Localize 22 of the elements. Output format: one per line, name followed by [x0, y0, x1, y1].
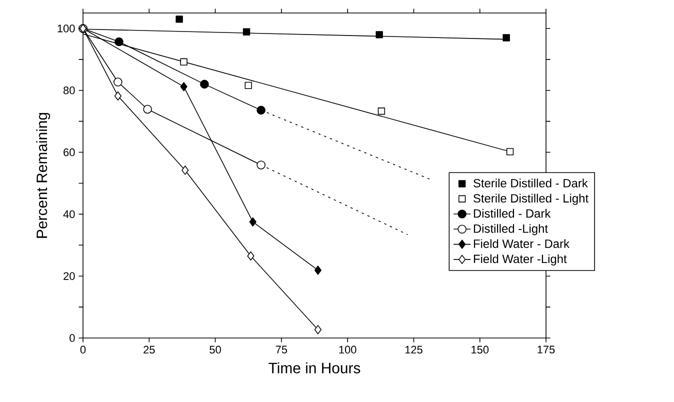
y-tick-label: 100	[58, 24, 75, 32]
legend-label: Sterile Distilled - Dark	[474, 178, 588, 188]
legend-label: Field Water -Light	[474, 254, 567, 266]
y-tick-label: 60	[64, 148, 75, 156]
y-tick-label: 0	[70, 334, 75, 342]
legend-label: Distilled - Dark	[474, 208, 551, 218]
x-tick-label: 50	[210, 346, 221, 354]
y-tick-label: 40	[63, 210, 75, 218]
x-tick-label: 100	[339, 346, 356, 354]
y-tick-label: 80	[64, 86, 75, 94]
x-tick-label: 150	[472, 346, 489, 354]
x-tick-label: 0	[80, 346, 86, 354]
x-tick-label: 125	[405, 346, 422, 354]
legend-label: Sterile Distilled - Light	[474, 194, 588, 205]
y-axis-title: Percent Remaining	[36, 112, 50, 238]
legend-label: Field Water - Dark	[474, 239, 570, 248]
legend-label: Distilled -Light	[474, 224, 548, 236]
x-tick-label: 75	[276, 346, 288, 354]
x-tick-label: 25	[144, 346, 155, 354]
x-tick-label: 175	[538, 346, 555, 354]
x-axis-title: Time in Hours	[268, 362, 360, 374]
y-tick-label: 20	[64, 272, 75, 280]
